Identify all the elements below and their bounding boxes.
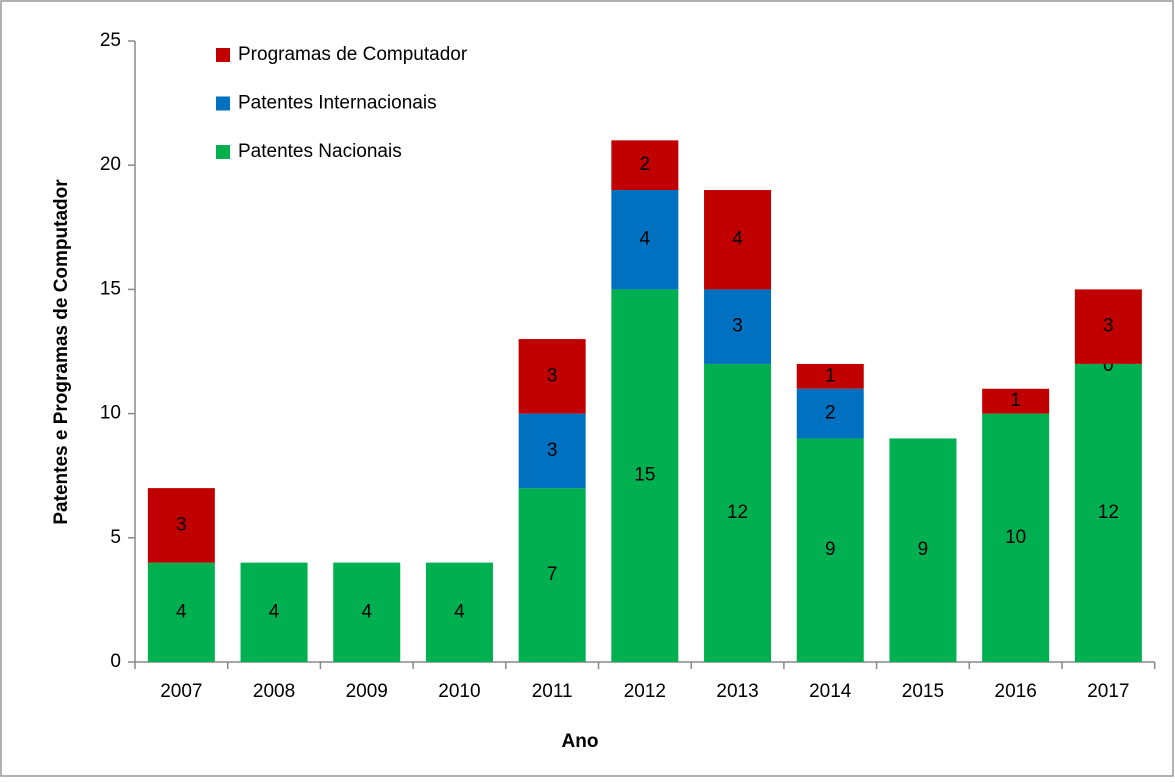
bar-segment	[147, 488, 215, 563]
value-label: 4	[454, 601, 465, 622]
x-tick-label: 2017	[1087, 681, 1129, 702]
y-tick-label: 10	[100, 403, 121, 424]
value-label: 9	[918, 539, 929, 560]
value-label: 7	[547, 564, 558, 585]
value-label: 10	[1005, 527, 1026, 548]
legend-label: Patentes Internacionais	[238, 93, 437, 114]
bar-segment	[796, 438, 864, 662]
bar-segment	[611, 140, 679, 191]
bar-segment	[1074, 363, 1142, 662]
bar-segment	[704, 190, 772, 290]
bar-segment	[982, 413, 1050, 662]
legend-label: Programas de Computador	[238, 44, 468, 65]
value-label: 3	[732, 316, 743, 337]
x-tick-label: 2014	[809, 681, 852, 702]
x-tick-label: 2009	[346, 681, 388, 702]
bar-segment	[147, 562, 215, 662]
bar-segment	[333, 562, 401, 662]
value-label: 3	[176, 514, 187, 535]
legend-swatch	[216, 48, 230, 62]
y-tick-label: 0	[110, 651, 121, 672]
bar-segment	[240, 562, 308, 662]
value-label: 4	[640, 229, 651, 250]
value-label: 3	[547, 365, 558, 386]
bar-segment	[796, 388, 864, 439]
x-tick-label: 2008	[253, 681, 295, 702]
value-label: 3	[547, 440, 558, 461]
x-tick-label: 2007	[160, 681, 202, 702]
y-tick-label: 20	[100, 154, 121, 175]
value-label: 12	[1098, 502, 1119, 523]
x-tick-label: 2013	[716, 681, 758, 702]
legend-swatch	[216, 145, 230, 159]
x-tick-label: 2011	[532, 681, 573, 702]
value-label: 1	[1010, 390, 1021, 411]
value-label: 4	[269, 601, 280, 622]
x-tick-label: 2010	[438, 681, 480, 702]
value-label: 2	[825, 403, 836, 424]
y-tick-label: 15	[100, 278, 121, 299]
x-tick-label: 2015	[902, 681, 944, 702]
value-label: 3	[1103, 316, 1114, 337]
bar-segment	[611, 289, 679, 662]
bar-segment	[704, 363, 772, 662]
legend-label: Patentes Nacionais	[238, 141, 402, 162]
value-label: 12	[727, 502, 748, 523]
value-label: 4	[176, 601, 187, 622]
value-label: 4	[361, 601, 372, 622]
value-label: 1	[825, 365, 836, 386]
x-tick-label: 2012	[624, 681, 666, 702]
bar-segment	[889, 438, 957, 662]
bar-segment	[518, 413, 586, 489]
value-label: 15	[634, 465, 655, 486]
y-tick-label: 25	[100, 30, 121, 51]
bar-segment	[796, 363, 864, 389]
value-label: 2	[640, 154, 651, 175]
bar-segment	[982, 388, 1050, 414]
bar-segment	[1074, 289, 1142, 364]
value-label: 4	[732, 229, 743, 250]
legend-swatch	[216, 96, 230, 111]
bar-segment	[611, 190, 679, 290]
x-tick-label: 2016	[995, 681, 1037, 702]
value-label: 9	[825, 539, 836, 560]
y-tick-label: 5	[110, 527, 121, 548]
value-label: 0	[1103, 355, 1114, 376]
bar-segment	[704, 289, 772, 364]
y-axis-label: Patentes e Programas de Computador	[51, 179, 72, 525]
x-axis-label: Ano	[562, 731, 599, 752]
bar-segment	[518, 339, 586, 414]
bar-segment	[518, 488, 586, 662]
bar-segment	[425, 562, 493, 662]
